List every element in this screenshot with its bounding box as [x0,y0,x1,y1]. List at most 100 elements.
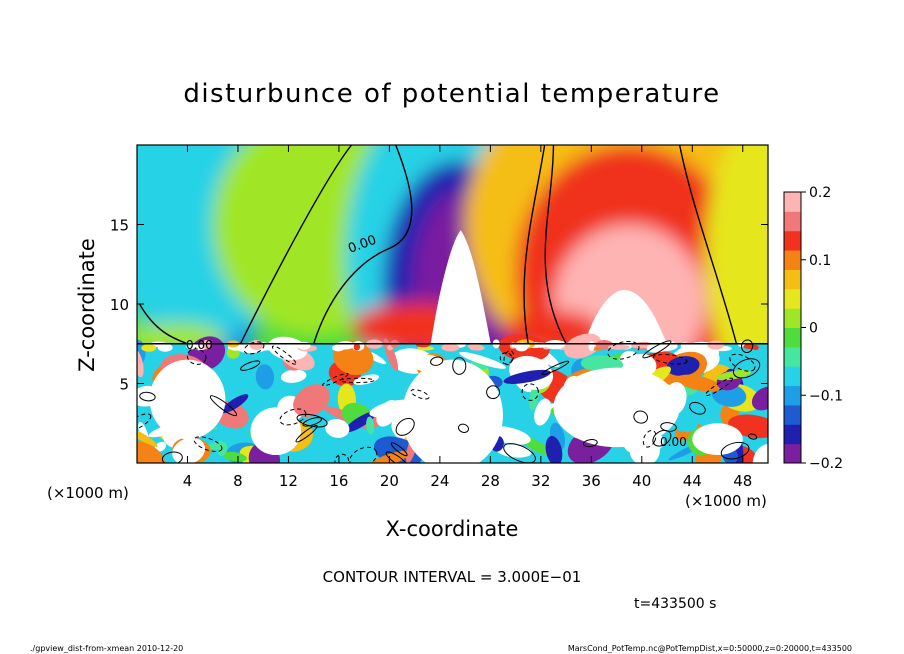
interface-cell-38 [249,340,264,350]
turbulent-cell-71 [137,349,144,378]
turbulent-cell-128 [366,416,375,435]
lower-contour-43 [457,423,470,433]
turbulent-cell-126 [459,351,507,369]
y-axis-label: Z-coordinate [75,238,99,372]
field-blob-11 [704,145,768,400]
lower-contour-22 [503,443,536,463]
interface-cell-45 [332,344,345,352]
x-tick-label-1: 8 [233,472,243,490]
lower-contour-26 [652,353,688,365]
lower-contour-41 [729,353,756,372]
x-tick-label-7: 32 [531,472,550,490]
turbulent-cell-86 [222,451,247,462]
lower-contour-19 [689,401,706,415]
lower-contour-7 [521,383,539,401]
turbulent-cell-146 [172,437,206,463]
lower-contour-35 [193,436,223,452]
y-tick-label-2: 15 [110,217,129,235]
colorbar-label-3: −0.1 [809,388,843,404]
colorbar-swatch-4 [784,366,801,387]
turbulent-cell-95 [564,333,602,359]
contour-label-2: 0.00 [186,338,213,352]
zero-contour-2 [313,145,413,344]
turbulent-white-0 [149,359,226,440]
colorbar-swatch-10 [784,250,801,270]
lower-contour-37 [652,429,672,447]
turbulent-cell-113 [751,386,768,411]
x-tick-label-10: 44 [683,472,702,490]
lower-contour-28 [243,341,265,355]
interface-cell-49 [743,343,756,350]
turbulent-white-2 [553,367,680,448]
contour-label-3: 0.00 [660,435,687,449]
lower-contour-42 [430,356,444,366]
colorbar-swatch-2 [784,404,801,425]
contour-label-text: 0.00 [660,435,687,449]
x-tick-label-3: 16 [329,472,348,490]
colorbar-label-4: −0.2 [809,456,843,472]
lower-contour-9 [339,377,375,384]
lower-contour-2 [704,377,733,397]
interface-cell-43 [630,343,652,349]
zero-contour-0 [138,303,188,345]
turbulent-cell-87 [369,399,414,418]
lower-contour-33 [295,424,318,443]
lower-contour-1 [452,357,467,375]
contour-label-text: 0.00 [186,338,213,352]
time-stamp: t=433500 s [634,596,716,612]
turbulent-cell-112 [545,435,563,463]
footer-left: ./gpview_dist-from-xmean 2010-12-20 [30,644,183,653]
turbulent-cell-57 [496,444,532,458]
interface-cell-58 [141,344,157,352]
x-axis-label: X-coordinate [386,517,519,541]
interface-cell-34 [417,346,435,351]
lower-contour-32 [279,408,307,426]
colorbar-label-1: 0.1 [809,253,831,269]
interface-cell-35 [157,343,173,352]
colorbar-swatch-0 [784,443,801,464]
zero-contour-4 [523,145,546,344]
lower-contour-40 [271,345,297,365]
lower-contour-34 [486,385,501,400]
lower-contour-4 [186,348,207,365]
lower-contour-17 [137,413,152,432]
x-tick-label-5: 24 [430,472,449,490]
y-tick-label-0: 5 [119,376,129,394]
turbulent-white-3 [250,407,302,456]
interface-cell-57 [646,343,664,353]
lower-contour-44 [209,395,238,417]
y-axis-ticks: 5 10 15 [110,217,768,394]
turbulent-cell-100 [325,418,350,438]
zero-contour-5 [678,145,738,344]
lower-contour-39 [541,360,570,376]
turbulent-cell-70 [344,411,377,433]
interface-cell-42 [353,343,361,351]
x-tick-label-2: 12 [279,472,298,490]
y-tick-label-1: 10 [110,296,129,314]
turbulent-cell-91 [752,443,768,463]
colorbar-swatch-3 [784,385,801,406]
colorbar-swatch-9 [784,269,801,290]
chart-title: disturbunce of potential temperature [183,79,720,109]
lower-contour-11 [395,417,415,436]
x-tick-label-11: 48 [733,472,752,490]
lower-contour-13 [349,446,378,463]
colorbar-swatch-6 [784,327,801,348]
lower-contour-29 [747,433,758,440]
turbulent-white-1 [402,359,503,463]
field-extreme-0 [430,230,491,344]
interface-cell-47 [467,344,483,349]
lower-contour-10 [161,451,183,463]
colorbar-swatch-5 [784,346,801,367]
x-tick-label-8: 36 [582,472,601,490]
x-tick-label-6: 28 [481,472,500,490]
interface-cell-16 [544,340,566,350]
turbulent-cell-97 [728,414,768,439]
turbulent-cell-143 [221,394,249,414]
turbulent-cell-35 [154,441,167,452]
turbulent-cell-133 [137,426,158,447]
colorbar-swatch-1 [784,424,801,445]
colorbar-label-0: 0.2 [809,185,831,201]
x-tick-label-9: 40 [632,472,651,490]
